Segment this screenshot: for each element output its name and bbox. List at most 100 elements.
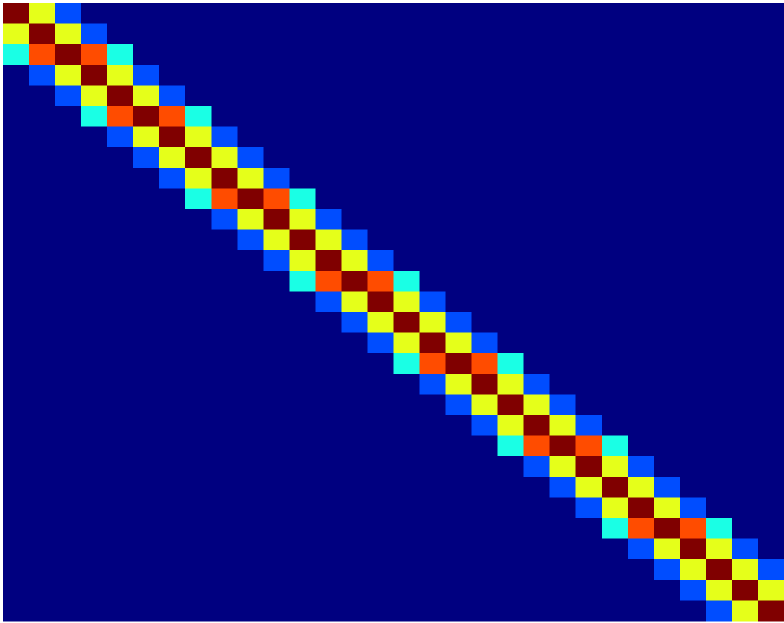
heatmap-cell xyxy=(159,559,186,581)
heatmap-cell xyxy=(29,23,56,45)
heatmap-cell xyxy=(133,415,160,437)
heatmap-cell xyxy=(627,147,655,169)
heatmap-cell xyxy=(263,106,290,128)
heatmap-cell xyxy=(549,209,577,231)
heatmap-cell xyxy=(679,3,707,25)
heatmap-cell xyxy=(81,85,108,107)
heatmap-cell xyxy=(133,188,160,210)
heatmap-cell xyxy=(211,435,238,457)
heatmap-cell xyxy=(81,538,108,560)
heatmap-cell xyxy=(757,538,784,560)
heatmap-cell xyxy=(471,270,499,292)
heatmap-cell xyxy=(55,600,82,622)
heatmap-cell xyxy=(367,456,394,478)
heatmap-cell xyxy=(653,23,681,45)
heatmap-cell xyxy=(627,64,655,86)
heatmap-cell xyxy=(393,126,421,148)
heatmap-cell xyxy=(679,64,707,86)
heatmap-cell xyxy=(471,23,499,45)
heatmap-cell xyxy=(185,312,212,334)
heatmap-cell xyxy=(601,270,629,292)
heatmap-cell xyxy=(393,579,421,601)
heatmap-cell xyxy=(393,3,421,25)
heatmap-cell xyxy=(211,518,238,540)
heatmap-cell xyxy=(705,291,733,313)
heatmap-cell xyxy=(731,64,759,86)
heatmap-cell xyxy=(627,538,655,560)
heatmap-cell xyxy=(315,291,342,313)
heatmap-cell xyxy=(601,579,629,601)
heatmap-cell xyxy=(549,106,577,128)
heatmap-cell xyxy=(757,518,784,540)
heatmap-cell xyxy=(653,229,681,251)
heatmap-cell xyxy=(575,415,603,437)
heatmap-cell xyxy=(731,85,759,107)
heatmap-cell xyxy=(263,3,290,25)
heatmap-cell xyxy=(289,435,316,457)
heatmap-cell xyxy=(497,579,525,601)
heatmap-cell xyxy=(341,85,368,107)
heatmap-cell xyxy=(445,476,473,498)
heatmap-cell xyxy=(601,147,629,169)
heatmap-cell xyxy=(731,538,759,560)
heatmap-cell xyxy=(107,250,134,272)
heatmap-cell xyxy=(237,126,264,148)
heatmap-cell xyxy=(601,3,629,25)
heatmap-cell xyxy=(29,600,56,622)
heatmap-cell xyxy=(653,497,681,519)
heatmap-cell xyxy=(315,85,342,107)
heatmap-cell xyxy=(705,147,733,169)
heatmap-cell xyxy=(575,394,603,416)
heatmap-cell xyxy=(315,44,342,66)
heatmap-cell xyxy=(419,106,447,128)
heatmap-cell xyxy=(211,291,238,313)
heatmap-cell xyxy=(653,44,681,66)
heatmap-cell xyxy=(549,497,577,519)
heatmap-cell xyxy=(679,435,707,457)
heatmap-cell xyxy=(731,106,759,128)
heatmap-cell xyxy=(341,147,368,169)
heatmap-cell xyxy=(393,106,421,128)
heatmap-cell xyxy=(419,435,447,457)
heatmap-cell xyxy=(731,3,759,25)
heatmap-cell xyxy=(81,579,108,601)
heatmap-cell xyxy=(601,518,629,540)
heatmap-cell xyxy=(705,3,733,25)
heatmap-cell xyxy=(237,600,264,622)
heatmap-cell xyxy=(289,270,316,292)
heatmap-cell xyxy=(211,415,238,437)
heatmap-cell xyxy=(133,559,160,581)
heatmap-cell xyxy=(601,332,629,354)
heatmap-cell xyxy=(471,332,499,354)
heatmap-cell xyxy=(367,3,394,25)
heatmap-cell xyxy=(471,3,499,25)
heatmap-cell xyxy=(731,147,759,169)
heatmap-cell xyxy=(497,209,525,231)
heatmap-cell xyxy=(445,64,473,86)
heatmap-cell xyxy=(185,106,212,128)
heatmap-cell xyxy=(159,147,186,169)
heatmap-cell xyxy=(185,44,212,66)
heatmap-cell xyxy=(757,497,784,519)
heatmap-cell xyxy=(107,147,134,169)
heatmap-cell xyxy=(419,394,447,416)
heatmap-cell xyxy=(289,250,316,272)
heatmap-cell xyxy=(237,373,264,395)
heatmap-cell xyxy=(575,497,603,519)
heatmap-cell xyxy=(185,353,212,375)
heatmap-cell xyxy=(627,167,655,189)
heatmap-cell xyxy=(549,394,577,416)
heatmap-cell xyxy=(289,229,316,251)
heatmap-cell xyxy=(211,3,238,25)
heatmap-cell xyxy=(653,167,681,189)
heatmap-cell xyxy=(3,497,30,519)
heatmap-cell xyxy=(55,518,82,540)
heatmap-cell xyxy=(523,600,551,622)
heatmap-cell xyxy=(705,600,733,622)
heatmap-cell xyxy=(315,147,342,169)
heatmap-cell xyxy=(679,312,707,334)
heatmap-cell xyxy=(133,3,160,25)
heatmap-cell xyxy=(575,250,603,272)
heatmap-cell xyxy=(471,147,499,169)
heatmap-cell xyxy=(575,559,603,581)
